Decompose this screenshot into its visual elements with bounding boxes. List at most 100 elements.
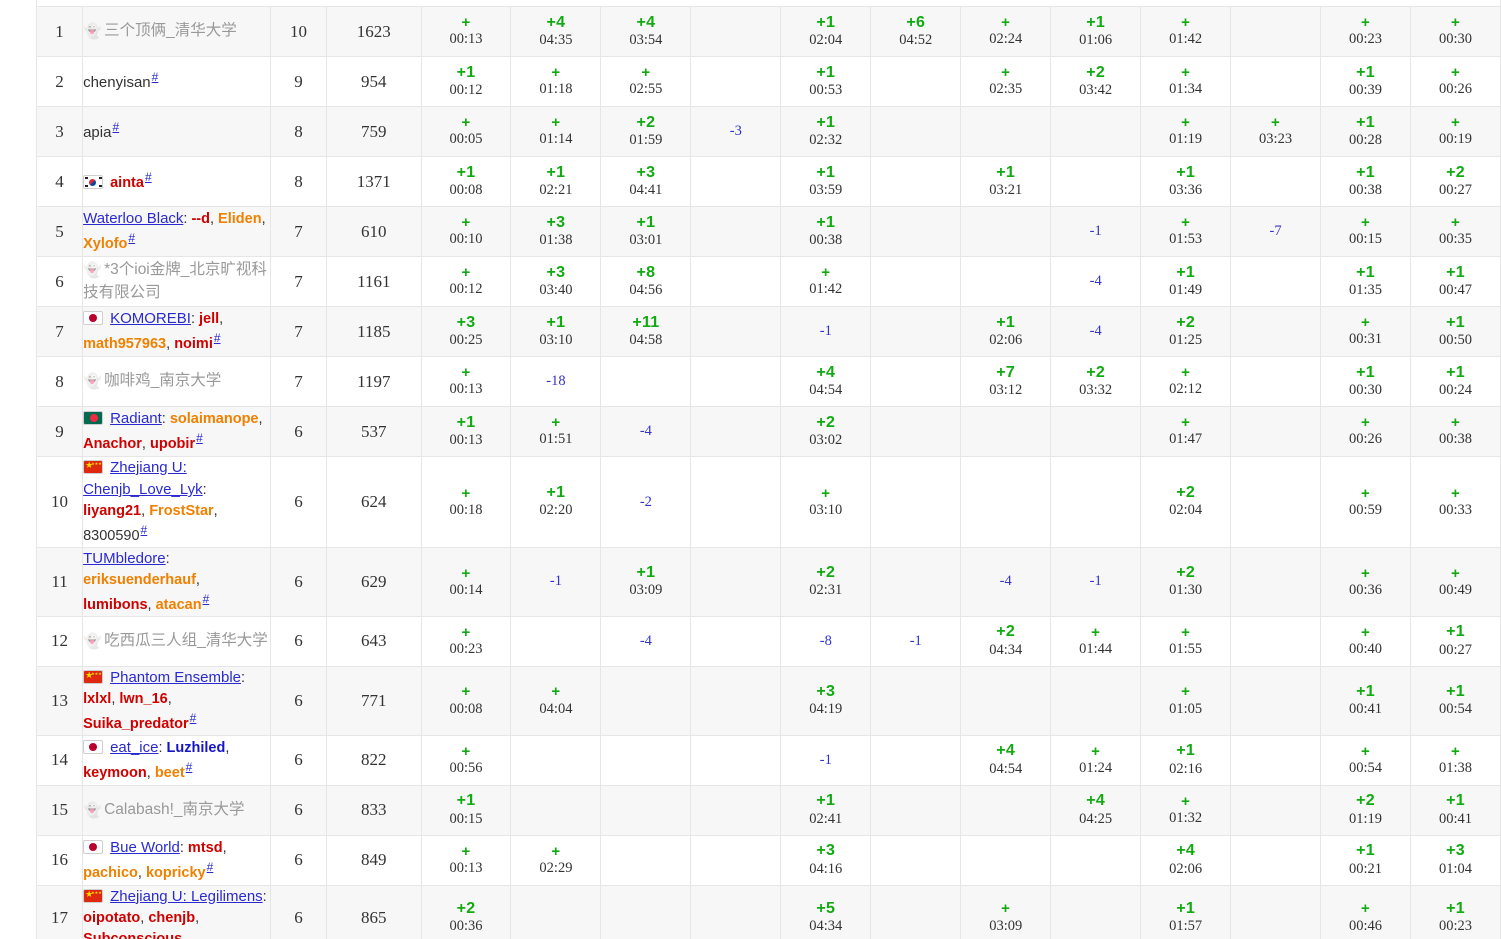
problem-cell-F[interactable]: [870, 834, 962, 886]
problem-cell-G[interactable]: +03:09: [960, 884, 1052, 939]
problem-cell-B[interactable]: -18: [510, 356, 602, 407]
problem-cell-K[interactable]: +00:15: [1320, 206, 1411, 257]
problem-cell-D[interactable]: [690, 56, 782, 107]
problem-cell-C[interactable]: [600, 665, 692, 736]
problem-cell-D[interactable]: [690, 356, 782, 407]
problem-cell-L[interactable]: +00:30: [1410, 6, 1501, 57]
problem-cell-F[interactable]: [870, 206, 962, 257]
problem-cell-F[interactable]: [870, 306, 962, 357]
problem-cell-H[interactable]: [1050, 106, 1142, 157]
problem-cell-J[interactable]: [1230, 256, 1322, 307]
problem-cell-J[interactable]: [1230, 546, 1322, 617]
problem-cell-B[interactable]: +01:51: [510, 406, 602, 457]
problem-cell-I[interactable]: +01:19: [1140, 106, 1232, 157]
problem-cell-C[interactable]: [600, 784, 692, 836]
problem-cell-A[interactable]: +00:08: [420, 665, 512, 736]
problem-cell-C[interactable]: [600, 356, 692, 407]
problem-cell-F[interactable]: [870, 665, 962, 736]
problem-cell-I[interactable]: +01:34: [1140, 56, 1232, 107]
problem-cell-I[interactable]: +1 03:36: [1140, 156, 1232, 207]
problem-cell-L[interactable]: +1 00:23: [1410, 884, 1501, 939]
problem-cell-E[interactable]: -1: [780, 734, 872, 786]
problem-cell-F[interactable]: [870, 406, 962, 457]
problem-cell-F[interactable]: [870, 884, 962, 939]
hash-link[interactable]: #: [206, 859, 214, 874]
problem-cell-B[interactable]: +1 02:20: [510, 456, 602, 548]
problem-cell-A[interactable]: +00:56: [420, 734, 512, 786]
problem-cell-C[interactable]: +2 01:59: [600, 106, 692, 157]
problem-cell-L[interactable]: +1 00:41: [1410, 784, 1501, 836]
problem-cell-D[interactable]: [690, 615, 782, 667]
hash-link[interactable]: #: [151, 70, 159, 85]
problem-cell-C[interactable]: [600, 834, 692, 886]
problem-cell-E[interactable]: +1 00:53: [780, 56, 872, 107]
problem-cell-H[interactable]: -1: [1050, 546, 1142, 617]
problem-cell-D[interactable]: [690, 256, 782, 307]
problem-cell-K[interactable]: +00:59: [1320, 456, 1411, 548]
hash-link[interactable]: #: [128, 231, 136, 246]
problem-cell-F[interactable]: [870, 256, 962, 307]
problem-cell-D[interactable]: [690, 665, 782, 736]
problem-cell-I[interactable]: +4 02:06: [1140, 834, 1232, 886]
problem-cell-I[interactable]: +01:47: [1140, 406, 1232, 457]
problem-cell-A[interactable]: +00:13: [420, 356, 512, 407]
problem-cell-D[interactable]: [690, 306, 782, 357]
problem-cell-L[interactable]: +00:33: [1410, 456, 1501, 548]
problem-cell-C[interactable]: [600, 734, 692, 786]
hash-link[interactable]: #: [196, 431, 203, 446]
problem-cell-L[interactable]: +00:19: [1410, 106, 1501, 157]
problem-cell-A[interactable]: +00:10: [420, 206, 512, 257]
problem-cell-D[interactable]: [690, 206, 782, 257]
problem-cell-E[interactable]: +01:42: [780, 256, 872, 307]
problem-cell-B[interactable]: +3 01:38: [510, 206, 602, 257]
problem-cell-K[interactable]: +00:40: [1320, 615, 1411, 667]
team-link[interactable]: KOMOREBI: [110, 310, 191, 328]
problem-cell-H[interactable]: [1050, 156, 1142, 207]
problem-cell-H[interactable]: +2 03:32: [1050, 356, 1142, 407]
problem-cell-H[interactable]: +01:44: [1050, 615, 1142, 667]
problem-cell-L[interactable]: +00:38: [1410, 406, 1501, 457]
problem-cell-E[interactable]: +1 02:32: [780, 106, 872, 157]
problem-cell-E[interactable]: +3 04:19: [780, 665, 872, 736]
problem-cell-K[interactable]: +1 00:28: [1320, 106, 1411, 157]
problem-cell-J[interactable]: -7: [1230, 206, 1322, 257]
problem-cell-F[interactable]: +6 04:52: [870, 6, 962, 57]
team-link[interactable]: Zhejiang U: Chenjb_Love_Lyk: [83, 459, 203, 499]
problem-cell-K[interactable]: +1 01:35: [1320, 256, 1411, 307]
problem-cell-J[interactable]: [1230, 6, 1322, 57]
problem-cell-L[interactable]: +3 01:04: [1410, 834, 1501, 886]
problem-cell-J[interactable]: +03:23: [1230, 106, 1322, 157]
problem-cell-F[interactable]: [870, 546, 962, 617]
problem-cell-A[interactable]: +00:14: [420, 546, 512, 617]
problem-cell-J[interactable]: [1230, 784, 1322, 836]
problem-cell-G[interactable]: [960, 834, 1052, 886]
team-link[interactable]: Zhejiang U: Legilimens: [110, 887, 263, 905]
problem-cell-K[interactable]: +1 00:41: [1320, 665, 1411, 736]
problem-cell-H[interactable]: -4: [1050, 256, 1142, 307]
problem-cell-C[interactable]: +02:55: [600, 56, 692, 107]
problem-cell-C[interactable]: +3 04:41: [600, 156, 692, 207]
problem-cell-C[interactable]: [600, 884, 692, 939]
problem-cell-A[interactable]: +1 00:13: [420, 406, 512, 457]
problem-cell-J[interactable]: [1230, 356, 1322, 407]
problem-cell-C[interactable]: +1 03:01: [600, 206, 692, 257]
problem-cell-D[interactable]: [690, 884, 782, 939]
problem-cell-H[interactable]: +4 04:25: [1050, 784, 1142, 836]
problem-cell-K[interactable]: +1 00:30: [1320, 356, 1411, 407]
problem-cell-J[interactable]: [1230, 615, 1322, 667]
problem-cell-F[interactable]: [870, 456, 962, 548]
problem-cell-L[interactable]: +00:26: [1410, 56, 1501, 107]
problem-cell-L[interactable]: +1 00:50: [1410, 306, 1501, 357]
problem-cell-C[interactable]: -4: [600, 615, 692, 667]
problem-cell-G[interactable]: [960, 206, 1052, 257]
problem-cell-I[interactable]: +01:53: [1140, 206, 1232, 257]
problem-cell-F[interactable]: [870, 356, 962, 407]
problem-cell-I[interactable]: +1 02:16: [1140, 734, 1232, 786]
problem-cell-A[interactable]: +1 00:08: [420, 156, 512, 207]
problem-cell-G[interactable]: +7 03:12: [960, 356, 1052, 407]
problem-cell-H[interactable]: [1050, 884, 1142, 939]
problem-cell-K[interactable]: +00:26: [1320, 406, 1411, 457]
problem-cell-G[interactable]: +1 02:06: [960, 306, 1052, 357]
problem-cell-F[interactable]: [870, 106, 962, 157]
problem-cell-H[interactable]: -1: [1050, 206, 1142, 257]
